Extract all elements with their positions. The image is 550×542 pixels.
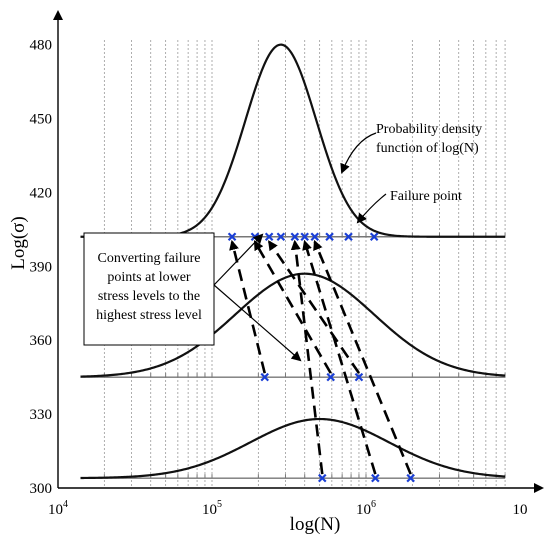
failure-point-marker (369, 232, 379, 242)
failure-point-marker (354, 372, 364, 382)
pdf-annotation: Probability density function of log(N) (340, 122, 482, 174)
x-axis-label: log(N) (290, 514, 341, 535)
failure-point-stroke (326, 372, 335, 382)
failure-point-marker (325, 232, 334, 242)
converting-label-line-3: stress levels to the (98, 289, 200, 304)
failure-point-annotation: Failure point (356, 189, 462, 224)
converting-box (83, 232, 215, 346)
failure-point-stroke (325, 232, 334, 242)
conversion-arrow (313, 239, 412, 475)
conversion-arrows (229, 239, 412, 475)
failure-point-stroke (260, 372, 270, 382)
x-tick-label: 105 (202, 499, 222, 518)
failure-point-marker (406, 473, 415, 483)
failure-point-marker (344, 232, 353, 242)
converting-leader-up (213, 233, 264, 286)
conversion-arrow (302, 239, 377, 475)
y-tick-label: 480 (30, 38, 53, 54)
failure-point-stroke (369, 232, 379, 242)
failure-point-marker (317, 473, 327, 483)
conversion-arrow (229, 239, 266, 374)
converting-label-line-2: points at lower (107, 270, 191, 285)
tick-labels: 300 330 360 390 420 450 480 104 105 106 10 (30, 38, 528, 518)
failure-point-marker (290, 232, 300, 242)
failure-point-marker (260, 372, 270, 382)
y-axis-label: Log(σ) (8, 216, 29, 270)
failure-point-marker (300, 232, 309, 242)
conversion-arrow (268, 240, 361, 374)
x-tick-label: 10 (513, 502, 528, 518)
failure-point-marker (310, 232, 320, 242)
y-tick-label: 420 (30, 185, 53, 201)
y-tick-label: 330 (30, 407, 53, 423)
axes (53, 10, 544, 493)
failure-point-marker (276, 232, 286, 242)
converting-label-line-1: Converting failure (97, 251, 200, 266)
failure-point-stroke (300, 232, 309, 242)
y-tick-label: 300 (30, 481, 53, 497)
failure-points (227, 232, 415, 483)
failure-point-stroke (344, 232, 353, 242)
y-tick-label: 360 (30, 333, 53, 349)
pdf-label-line-2: function of log(N) (376, 141, 479, 156)
x-tick-label: 104 (48, 499, 68, 518)
converting-label-line-4: highest stress level (96, 308, 202, 323)
y-tick-label: 450 (30, 112, 53, 128)
failure-point-stroke (317, 473, 327, 483)
failure-point-stroke (354, 372, 364, 382)
failure-point-stroke (264, 232, 274, 242)
failure-point-stroke (276, 232, 286, 242)
failure-point-stroke (371, 473, 380, 483)
x-tick-label: 106 (356, 499, 376, 518)
failure-label: Failure point (390, 189, 462, 204)
conversion-arrow (253, 240, 332, 374)
failure-point-stroke (310, 232, 320, 242)
failure-point-marker (371, 473, 380, 483)
converting-leader-right (213, 284, 302, 362)
failure-point-marker (227, 232, 237, 242)
failure-point-stroke (227, 232, 237, 242)
y-tick-label: 390 (30, 259, 53, 275)
failure-point-stroke (290, 232, 300, 242)
failure-leader-arrow (356, 193, 387, 224)
pdf-label-line-1: Probability density (376, 122, 482, 137)
pdf-leader-arrow (340, 132, 377, 174)
failure-point-marker (326, 372, 335, 382)
pdf-curve (80, 417, 506, 480)
conversion-arrow (290, 239, 324, 475)
failure-point-stroke (406, 473, 415, 483)
converting-annotation: Converting failure points at lower stres… (83, 232, 302, 362)
failure-point-marker (264, 232, 274, 242)
